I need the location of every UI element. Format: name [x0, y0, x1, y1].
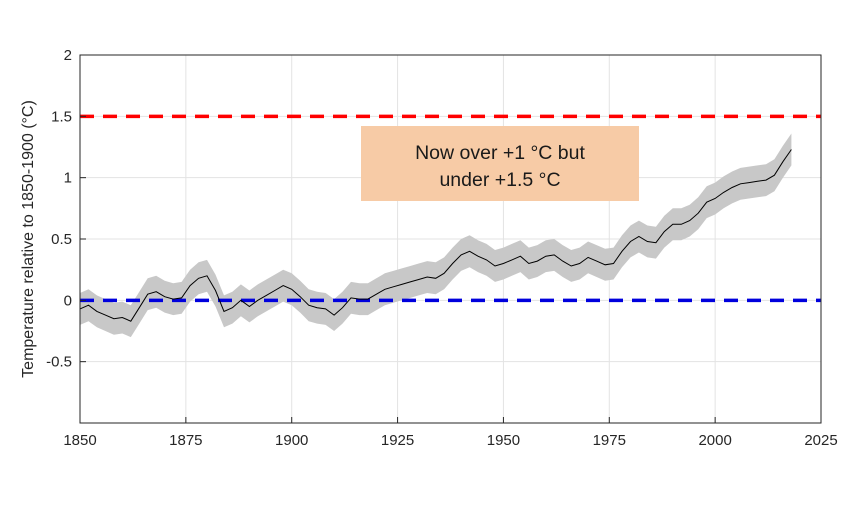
y-tick-label: 2: [64, 47, 72, 64]
x-tick-label: 1925: [381, 432, 414, 449]
x-tick-label: 2025: [804, 432, 837, 449]
y-tick-label: 0: [64, 292, 72, 309]
x-tick-label: 1900: [275, 432, 308, 449]
x-tick-label: 2000: [698, 432, 731, 449]
temperature-series-line: [79, 149, 792, 322]
annotation-line-1: Now over +1 °C but: [415, 142, 585, 164]
annotation-line-2: under +1.5 °C: [439, 169, 560, 191]
y-tick-label: 0.5: [51, 231, 72, 248]
y-tick-label: -0.5: [46, 354, 72, 371]
x-tick-label: 1950: [487, 432, 520, 449]
y-tick-label: 1.5: [51, 108, 72, 125]
x-tick-label: 1975: [593, 432, 626, 449]
annotation-box: Now over +1 °C but under +1.5 °C: [361, 126, 639, 201]
annotation-background: [361, 126, 639, 201]
uncertainty-band: [80, 133, 792, 338]
y-axis-title: Temperature relative to 1850-1900 (°C): [20, 100, 37, 378]
x-tick-label: 1850: [63, 432, 96, 449]
y-tick-label: 1: [64, 170, 72, 187]
axis-ticks: 1850 1875 1900 1925 1950 1975 2000 2025 -0.5 0 0.5…: [46, 47, 838, 449]
x-tick-label: 1875: [169, 432, 202, 449]
